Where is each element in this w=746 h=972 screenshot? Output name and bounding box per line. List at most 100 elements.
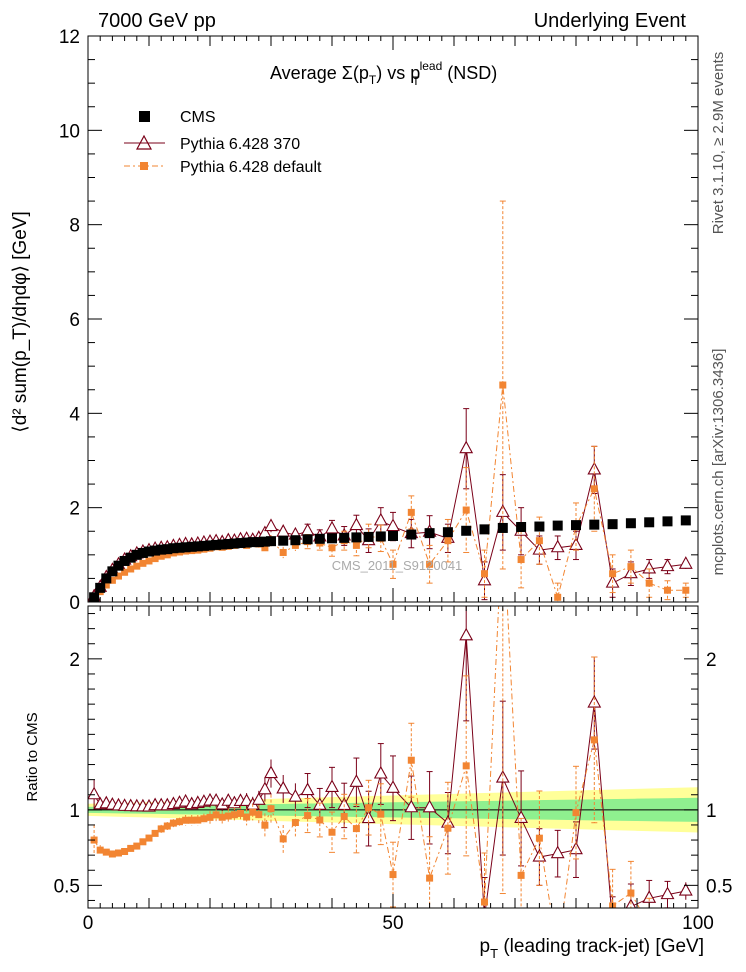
- data-point-p370: [550, 539, 565, 553]
- ratio-point-default: [267, 805, 275, 813]
- ratio-point-p370: [257, 781, 272, 795]
- data-point-cms: [351, 532, 362, 543]
- mcplots-label: mcplots.cern.ch [arXiv:1306.3436]: [710, 349, 727, 576]
- ratio-point-p370: [404, 799, 419, 813]
- ratio-point-default: [230, 811, 238, 819]
- ratio-point-p370: [349, 774, 364, 787]
- data-point-p370: [678, 556, 693, 569]
- legend-marker-default: [140, 162, 148, 170]
- data-point-default: [328, 544, 336, 552]
- main-ytick-label: 6: [69, 310, 80, 331]
- ratio-point-default: [115, 849, 122, 857]
- data-point-default: [115, 572, 122, 580]
- ratio-point-default: [444, 824, 452, 832]
- ratio-point-default: [407, 756, 415, 764]
- data-point-default: [627, 563, 635, 571]
- ratio-point-default: [481, 898, 488, 906]
- data-point-cms: [247, 537, 258, 548]
- ratio-axis-ticks: [87, 606, 699, 908]
- data-point-cms: [168, 543, 179, 554]
- data-point-p370: [477, 572, 492, 586]
- data-point-p370: [264, 518, 278, 532]
- main-ytick-label: 2: [69, 499, 80, 520]
- data-point-cms: [290, 535, 301, 546]
- data-point-cms: [192, 541, 203, 552]
- ratio-point-p370: [495, 769, 510, 783]
- title-part-sup2: lead: [420, 59, 443, 73]
- data-point-default: [444, 537, 452, 545]
- data-point-default: [352, 541, 360, 549]
- ratio-point-default: [352, 825, 360, 833]
- ratio-ytick-label-right: 2: [706, 650, 717, 671]
- data-point-default: [291, 541, 299, 549]
- x-tick-label: 0: [83, 913, 94, 934]
- ratio-point-default: [139, 838, 147, 846]
- data-point-p370: [373, 512, 388, 526]
- ratio-point-p370: [607, 917, 619, 928]
- data-point-cms: [229, 538, 240, 549]
- data-point-default: [389, 560, 397, 568]
- ratio-ytick-label-left: 0.5: [54, 876, 80, 897]
- ratio-point-p370: [550, 845, 565, 859]
- main-plot-content: [88, 200, 693, 602]
- ratio-point-default: [328, 828, 336, 836]
- ratio-point-default: [462, 762, 470, 770]
- ratio-point-default: [102, 848, 110, 856]
- header-left: 7000 GeV pp: [98, 10, 216, 32]
- ratio-point-default: [426, 874, 434, 882]
- main-ytick-label: 10: [59, 121, 80, 142]
- ratio-point-default: [237, 809, 244, 817]
- data-point-cms: [339, 532, 350, 543]
- ratio-point-default: [108, 850, 116, 858]
- title-part-sub2: T: [412, 74, 420, 88]
- ratio-point-p370: [422, 799, 437, 813]
- ratio-point-default: [304, 812, 312, 820]
- data-point-p370: [459, 440, 474, 454]
- ratio-point-default: [96, 846, 104, 854]
- title-part-sub1: T: [369, 73, 377, 87]
- data-point-cms: [125, 552, 136, 563]
- data-point-cms: [571, 520, 581, 531]
- data-point-cms: [156, 544, 167, 555]
- ratio-point-default: [151, 829, 159, 837]
- main-ytick-label: 12: [59, 27, 80, 48]
- data-point-p370: [660, 558, 675, 572]
- data-point-default: [261, 544, 269, 552]
- ratio-point-p370: [276, 780, 291, 794]
- ratio-point-default: [218, 813, 226, 821]
- ratio-point-default: [249, 808, 257, 816]
- data-point-cms: [150, 545, 161, 556]
- data-point-cms: [314, 533, 325, 544]
- data-point-default: [157, 552, 165, 560]
- data-point-cms: [217, 539, 228, 550]
- ratio-point-p370: [479, 910, 491, 921]
- data-point-cms: [144, 546, 154, 557]
- data-point-cms: [180, 542, 191, 553]
- data-point-cms: [461, 525, 472, 536]
- data-point-cms: [589, 519, 600, 530]
- data-point-cms: [302, 534, 313, 545]
- ratio-point-default: [212, 811, 220, 819]
- data-point-default: [554, 593, 562, 601]
- data-point-default: [163, 551, 171, 559]
- data-point-cms: [516, 522, 527, 533]
- data-point-default: [133, 562, 141, 570]
- data-point-default: [682, 586, 690, 594]
- ratio-point-default: [261, 821, 269, 829]
- ratio-point-default: [255, 811, 263, 819]
- data-point-cms: [278, 535, 289, 546]
- ratio-point-default: [206, 813, 214, 821]
- data-point-cms: [534, 521, 545, 532]
- ratio-point-p370: [264, 765, 278, 779]
- data-point-cms: [406, 529, 417, 540]
- data-point-cms: [375, 531, 386, 542]
- ratio-point-p370: [660, 886, 675, 900]
- data-point-cms: [388, 530, 398, 541]
- main-ytick-label: 4: [69, 404, 80, 425]
- data-point-default: [127, 565, 135, 573]
- data-point-cms: [442, 527, 453, 538]
- data-point-cms: [107, 566, 118, 577]
- data-point-cms: [363, 531, 374, 542]
